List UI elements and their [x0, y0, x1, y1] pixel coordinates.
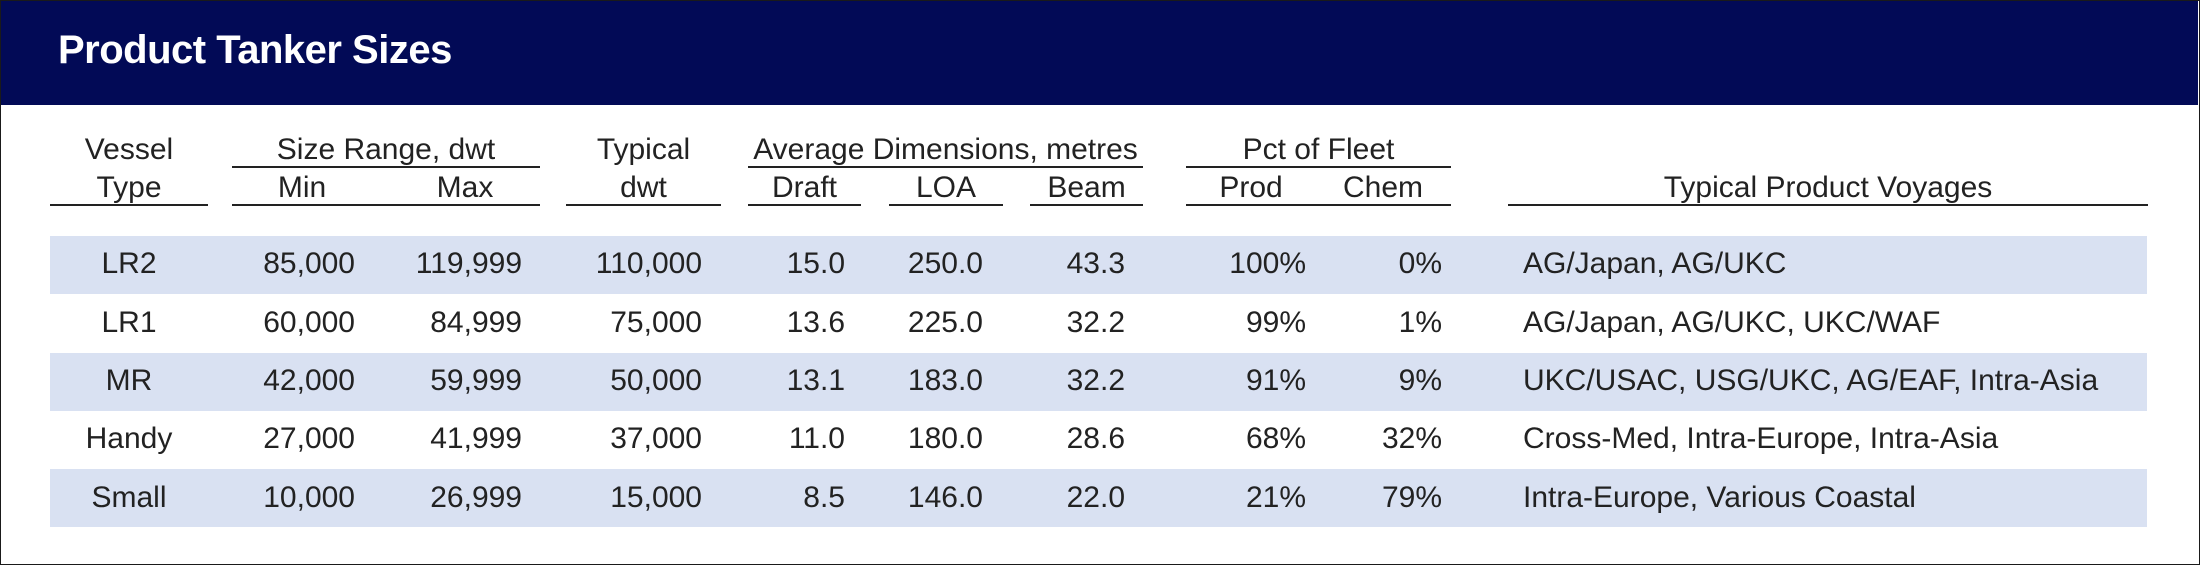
- row-band-3: [50, 353, 2147, 411]
- cell-loa: 180.0: [907, 422, 983, 455]
- cell-loa: 225.0: [907, 306, 983, 339]
- underline-pct-fleet: [1186, 166, 1451, 168]
- cell-max: 119,999: [415, 247, 522, 280]
- cell-voyages: AG/Japan, AG/UKC, UKC/WAF: [1523, 306, 1941, 339]
- cell-chem: 79%: [1381, 481, 1442, 514]
- underline-prod-chem: [1186, 204, 1451, 206]
- cell-voyages: UKC/USAC, USG/UKC, AG/EAF, Intra-Asia: [1523, 364, 2099, 397]
- cell-voyages: Intra-Europe, Various Coastal: [1523, 481, 1916, 514]
- cell-max: 26,999: [430, 481, 522, 514]
- cell-beam: 32.2: [1066, 364, 1125, 397]
- cell-min: 27,000: [263, 422, 355, 455]
- header-min: Min: [277, 171, 327, 204]
- cell-prod: 68%: [1245, 422, 1306, 455]
- cell-type: MR: [105, 364, 153, 397]
- cell-prod: 100%: [1229, 247, 1306, 280]
- cell-chem: 9%: [1398, 364, 1442, 397]
- underline-vessel: [50, 204, 208, 206]
- title-bar: Product Tanker Sizes: [1, 1, 2198, 105]
- cell-min: 85,000: [263, 247, 355, 280]
- header-draft: Draft: [771, 171, 837, 204]
- cell-type: Handy: [85, 422, 173, 455]
- cell-draft: 13.1: [786, 364, 845, 397]
- cell-loa: 183.0: [907, 364, 983, 397]
- cell-draft: 15.0: [786, 247, 845, 280]
- header-voyages: Typical Product Voyages: [1663, 171, 1993, 204]
- cell-voyages: Cross-Med, Intra-Europe, Intra-Asia: [1523, 422, 1999, 455]
- cell-prod: 91%: [1245, 364, 1306, 397]
- cell-draft: 13.6: [786, 306, 845, 339]
- cell-chem: 32%: [1381, 422, 1442, 455]
- underline-min-max: [232, 204, 540, 206]
- cell-chem: 0%: [1398, 247, 1442, 280]
- cell-min: 60,000: [263, 306, 355, 339]
- row-band-1: [50, 236, 2147, 294]
- header-vessel-bottom: Type: [96, 171, 162, 204]
- cell-loa: 250.0: [907, 247, 983, 280]
- cell-draft: 11.0: [788, 422, 845, 455]
- header-beam: Beam: [1047, 171, 1126, 204]
- underline-voyages: [1508, 204, 2148, 206]
- cell-min: 10,000: [263, 481, 355, 514]
- cell-max: 59,999: [430, 364, 522, 397]
- header-size-range: Size Range, dwt: [276, 133, 496, 166]
- cell-beam: 32.2: [1066, 306, 1125, 339]
- cell-typical: 110,000: [595, 247, 702, 280]
- underline-typical: [566, 204, 721, 206]
- row-band-5: [50, 469, 2147, 527]
- header-typical-bottom: dwt: [620, 171, 667, 204]
- header-pct-fleet: Pct of Fleet: [1242, 133, 1395, 166]
- header-typical-top: Typical: [596, 133, 691, 166]
- cell-chem: 1%: [1398, 306, 1442, 339]
- underline-size-range: [232, 166, 540, 168]
- cell-typical: 50,000: [610, 364, 702, 397]
- header-max: Max: [436, 171, 494, 204]
- cell-loa: 146.0: [907, 481, 983, 514]
- header-vessel-top: Vessel: [84, 133, 174, 166]
- cell-typical: 37,000: [610, 422, 702, 455]
- cell-type: Small: [91, 481, 167, 514]
- header-prod: Prod: [1219, 171, 1283, 204]
- cell-max: 41,999: [430, 422, 522, 455]
- cell-draft: 8.5: [803, 481, 845, 514]
- cell-beam: 28.6: [1066, 422, 1125, 455]
- underline-draft: [748, 204, 861, 206]
- page-title: Product Tanker Sizes: [58, 28, 452, 72]
- underline-beam: [1030, 204, 1143, 206]
- cell-beam: 43.3: [1066, 247, 1125, 280]
- header-chem: Chem: [1342, 171, 1424, 204]
- cell-beam: 22.0: [1066, 481, 1125, 514]
- header-loa: LOA: [915, 171, 977, 204]
- cell-type: LR1: [101, 306, 157, 339]
- cell-prod: 99%: [1245, 306, 1306, 339]
- cell-typical: 75,000: [610, 306, 702, 339]
- cell-max: 84,999: [430, 306, 522, 339]
- cell-type: LR2: [101, 247, 157, 280]
- underline-avg-dims: [748, 166, 1143, 168]
- cell-voyages: AG/Japan, AG/UKC: [1523, 247, 1787, 280]
- cell-min: 42,000: [263, 364, 355, 397]
- header-avg-dims: Average Dimensions, metres: [753, 133, 1138, 166]
- cell-prod: 21%: [1245, 481, 1306, 514]
- underline-loa: [889, 204, 1003, 206]
- cell-typical: 15,000: [610, 481, 702, 514]
